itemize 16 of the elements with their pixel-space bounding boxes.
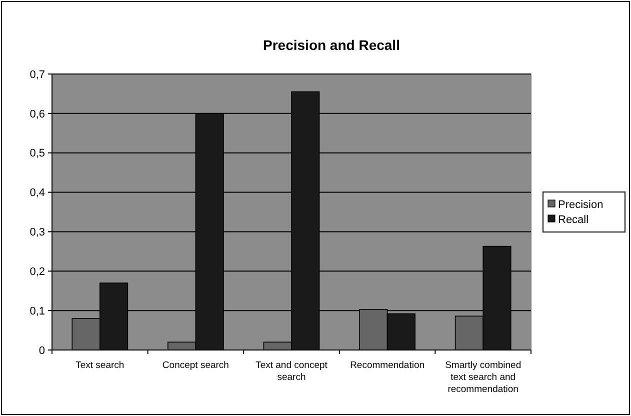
y-tick-label: 0,5: [30, 148, 45, 160]
x-tick-label: Text search: [76, 360, 124, 371]
legend-label: Recall: [558, 214, 589, 226]
x-tick-label: Recommendation: [350, 360, 425, 371]
chart-title: Precision and Recall: [263, 37, 400, 53]
y-tick-label: 0,1: [30, 305, 45, 318]
y-tick-label: 0,6: [30, 108, 45, 120]
y-tick-label: 0,7: [30, 68, 45, 81]
y-tick-label: 0,4: [30, 187, 45, 200]
y-tick-label: 0,2: [30, 266, 45, 278]
x-tick-label: Smartly combined text search and recommendation: [445, 360, 522, 395]
x-tick-label: Concept search: [162, 360, 229, 371]
y-tick-label: 0,3: [30, 226, 45, 239]
x-tick-label: Text and concept search: [256, 360, 328, 383]
y-tick-label: 0: [38, 344, 45, 357]
legend-label: Precision: [558, 198, 604, 211]
